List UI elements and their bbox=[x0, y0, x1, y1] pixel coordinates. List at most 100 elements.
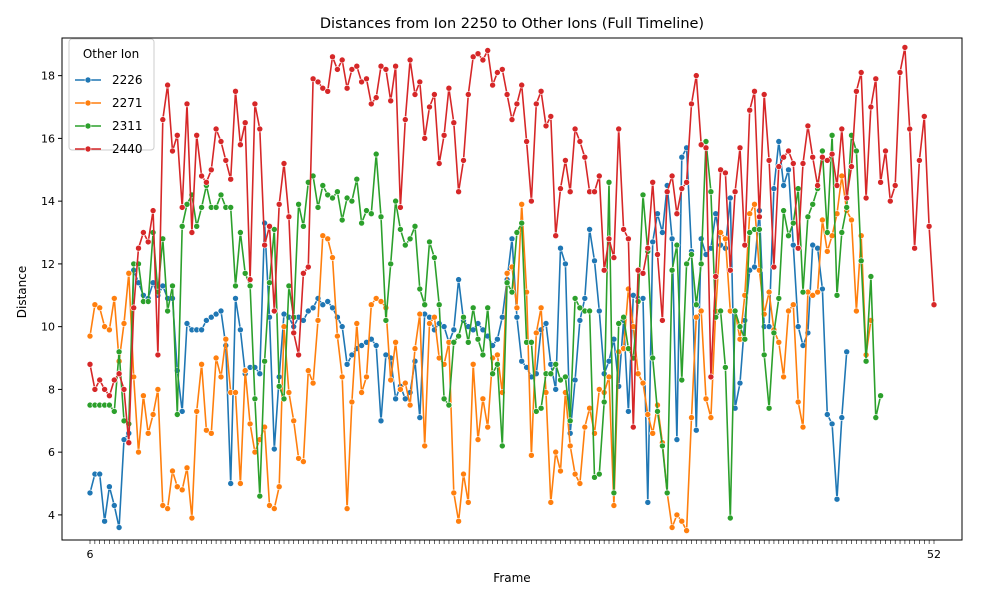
data-point bbox=[654, 251, 661, 258]
data-point bbox=[644, 499, 652, 506]
data-point bbox=[663, 188, 671, 195]
data-point bbox=[673, 436, 681, 443]
data-point bbox=[295, 351, 302, 359]
data-point bbox=[348, 66, 356, 73]
data-point bbox=[212, 204, 220, 211]
data-point bbox=[372, 295, 380, 302]
data-point bbox=[668, 235, 676, 243]
data-point bbox=[256, 125, 264, 133]
data-point bbox=[86, 360, 94, 368]
data-point bbox=[872, 75, 880, 83]
data-point bbox=[401, 379, 409, 387]
data-point bbox=[329, 53, 336, 61]
data-point bbox=[217, 373, 225, 381]
data-point bbox=[775, 138, 783, 145]
data-point bbox=[450, 119, 458, 126]
data-point bbox=[751, 201, 758, 208]
data-point bbox=[751, 263, 758, 271]
data-point bbox=[639, 191, 647, 199]
data-point bbox=[819, 216, 826, 224]
data-point bbox=[484, 47, 492, 54]
data-point bbox=[120, 320, 128, 327]
data-point bbox=[203, 426, 210, 434]
data-point bbox=[198, 326, 205, 334]
data-point bbox=[338, 373, 346, 381]
data-point bbox=[751, 88, 758, 95]
data-point bbox=[353, 62, 361, 70]
data-point bbox=[460, 157, 467, 164]
data-point bbox=[382, 317, 390, 324]
data-point bbox=[775, 163, 783, 170]
data-point bbox=[552, 386, 560, 393]
data-point bbox=[853, 88, 860, 95]
legend-label-2440: 2440 bbox=[112, 142, 143, 156]
data-point bbox=[285, 389, 293, 396]
data-point bbox=[600, 266, 608, 274]
y-tick-label: 16 bbox=[41, 132, 55, 145]
data-point bbox=[736, 323, 744, 330]
data-point bbox=[464, 91, 472, 98]
data-point bbox=[343, 194, 351, 202]
data-point bbox=[406, 401, 414, 409]
data-point bbox=[819, 147, 826, 155]
data-point bbox=[595, 307, 603, 315]
x-tick-label-first: 6 bbox=[87, 548, 94, 561]
data-point bbox=[848, 216, 855, 224]
data-point bbox=[377, 62, 385, 70]
data-point bbox=[731, 188, 739, 195]
data-point bbox=[503, 279, 511, 287]
data-point bbox=[144, 298, 152, 305]
data-point bbox=[469, 53, 477, 61]
series-2311 bbox=[86, 132, 884, 522]
data-point bbox=[498, 313, 506, 321]
data-point bbox=[203, 179, 210, 186]
data-point bbox=[111, 295, 118, 302]
data-point bbox=[814, 288, 821, 296]
data-point bbox=[741, 335, 749, 343]
data-point bbox=[542, 320, 550, 327]
data-point bbox=[159, 116, 167, 123]
data-point bbox=[237, 229, 244, 236]
data-point bbox=[469, 304, 477, 312]
data-point bbox=[280, 395, 288, 403]
data-point bbox=[343, 84, 351, 92]
data-point bbox=[227, 175, 234, 183]
data-point bbox=[571, 125, 579, 133]
data-point bbox=[659, 229, 666, 236]
data-point bbox=[697, 235, 705, 243]
data-point bbox=[212, 125, 220, 133]
data-point bbox=[746, 210, 754, 217]
data-point bbox=[401, 395, 409, 403]
data-point bbox=[474, 335, 482, 343]
data-point bbox=[833, 182, 841, 189]
data-point bbox=[212, 354, 220, 362]
data-point bbox=[765, 157, 773, 164]
data-point bbox=[775, 338, 783, 346]
data-point bbox=[542, 122, 550, 130]
data-point bbox=[673, 511, 681, 519]
legend: Other Ion 2226 2271 2311 2440 bbox=[68, 38, 155, 156]
data-point bbox=[232, 282, 239, 290]
data-point bbox=[562, 260, 569, 268]
data-point bbox=[576, 138, 584, 145]
data-point bbox=[169, 147, 176, 155]
data-point bbox=[576, 480, 584, 487]
legend-label-2271: 2271 bbox=[112, 96, 143, 110]
data-point bbox=[785, 166, 792, 174]
legend-marker-2271 bbox=[84, 99, 92, 107]
data-point bbox=[241, 367, 249, 374]
data-point bbox=[804, 213, 812, 221]
data-point bbox=[280, 323, 288, 330]
data-point bbox=[615, 320, 623, 327]
y-tick-label: 6 bbox=[48, 446, 55, 459]
data-point bbox=[746, 229, 754, 236]
data-point bbox=[513, 313, 521, 321]
data-point bbox=[532, 100, 540, 108]
data-point bbox=[111, 408, 118, 415]
data-point bbox=[547, 370, 555, 378]
data-point bbox=[445, 401, 453, 409]
data-point bbox=[688, 251, 695, 258]
data-point bbox=[557, 185, 564, 192]
data-point bbox=[232, 389, 239, 396]
